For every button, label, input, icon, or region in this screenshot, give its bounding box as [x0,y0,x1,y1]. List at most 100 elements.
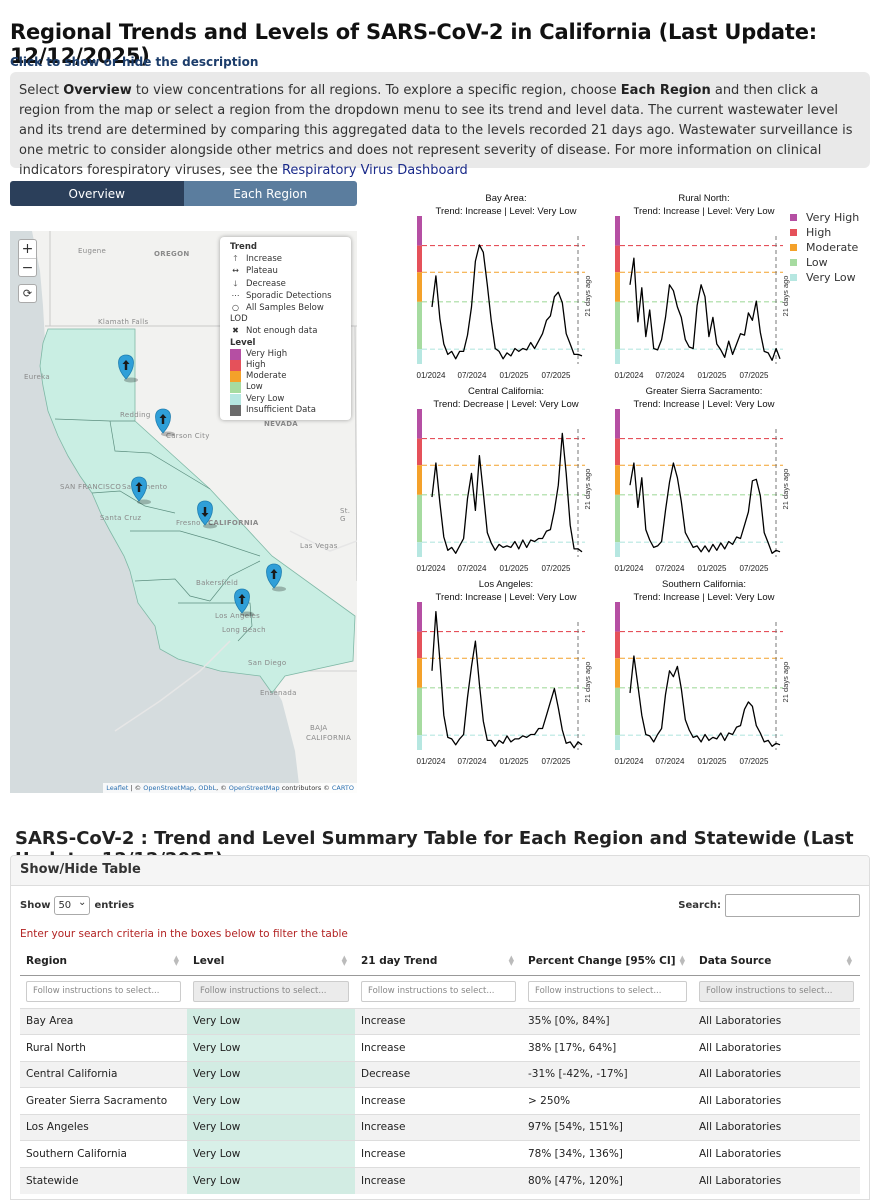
column-filter-input[interactable]: Follow instructions to select... [361,981,516,1002]
table-row[interactable]: Statewide Very Low Increase 80% [47%, 120%]… [20,1166,860,1194]
column-filter-input[interactable]: Follow instructions to select... [528,981,687,1002]
column-filter-input[interactable]: Follow instructions to select... [699,981,854,1002]
level-band [615,735,620,750]
column-header[interactable]: Region ▲ ▼ [20,948,187,976]
level-swatch [230,404,241,416]
reset-view-button[interactable]: ⟳ [18,284,37,303]
trend-icon: ↔ [232,266,239,276]
column-header[interactable]: Data Source ▲ ▼ [693,948,860,976]
table-cell: Los Angeles [20,1113,187,1141]
trend-label: Not enough data [246,326,318,337]
map-marker-southern-california[interactable] [266,563,287,592]
level-band [615,409,620,439]
legend-trend-item: ↔ Plateau [230,265,341,277]
table-row[interactable]: Central California Very Low Decrease -31% [… [20,1060,860,1088]
map-marker-greater-sierra-sacramento[interactable] [155,408,176,437]
leaflet-link[interactable]: Leaflet [106,784,129,792]
legend-trend-item: ⋯ Sporadic Detections [230,290,341,302]
column-header-label: Region [26,955,68,968]
map-label-bakersfield: Bakersfield [196,579,239,587]
zoom-in-button[interactable]: + [21,241,34,257]
attrib-sep: contributors © [279,784,332,792]
column-filter-cell: Follow instructions to select... [522,975,693,1008]
x-tick-label: 01/2025 [500,564,529,573]
table-row[interactable]: Bay Area Very Low Increase 35% [0%, 84%] All… [20,1007,860,1035]
table-row[interactable]: Rural North Very Low Increase 38% [17%, 64%… [20,1034,860,1061]
trend-icon: ✖ [232,326,239,336]
table-cell: Very Low [187,1034,355,1061]
table-row[interactable]: Los Angeles Very Low Increase 97% [54%, 151… [20,1113,860,1141]
carto-link[interactable]: CARTO [331,784,354,792]
arrow-down-icon [201,507,209,517]
table-cell: Very Low [187,1060,355,1088]
column-filter-input[interactable]: Follow instructions to select... [193,981,349,1002]
level-band [417,438,422,466]
table-cell: 78% [34%, 136%] [522,1140,693,1167]
x-tick-label: 01/2024 [615,371,644,380]
map-marker-bay-area[interactable] [131,476,152,505]
odbl-link[interactable]: ODbL [198,784,217,792]
trend-icon: 🡑 [233,254,238,264]
chart-title: Bay Area: [485,193,526,204]
column-header[interactable]: Percent Change [95% CI] ▲ ▼ [522,948,693,976]
respiratory-dashboard-link[interactable]: Respiratory Virus Dashboard [281,163,468,178]
x-tick-label: 07/2025 [740,371,769,380]
level-band [417,658,422,688]
column-header[interactable]: 21 day Trend ▲ ▼ [355,948,522,976]
entries-label: entries [94,900,135,911]
osm-link[interactable]: OpenStreetMap [143,784,195,792]
legend-level-item: Very High [230,348,341,360]
table-cell: Increase [355,1140,522,1167]
level-band [417,494,422,543]
chart-legend-label: Low [806,256,828,269]
level-band [417,465,422,495]
desc-text-3: and then click a region from the map or … [19,83,853,178]
chart-legend-label: Very High [806,211,860,224]
trend-line [629,655,781,747]
region-map[interactable]: Eugene OREGON Klamath Falls Eureka Reddi… [10,231,357,793]
map-marker-rural-north[interactable] [118,354,139,383]
map-label-eureka: Eureka [24,373,50,381]
legend-level-item: Low [230,382,341,394]
column-filter-cell: Follow instructions to select... [355,975,522,1008]
tab-each-region[interactable]: Each Region [183,181,357,206]
osm-link-2[interactable]: OpenStreetMap [228,784,280,792]
arrow-up-icon [238,594,246,604]
zoom-out-button[interactable]: − [19,258,36,276]
tab-overview[interactable]: Overview [10,181,184,206]
column-filter-input[interactable]: Follow instructions to select... [26,981,181,1002]
level-label: Very Low [246,393,285,404]
chart-legend-item: High [790,225,875,240]
level-band [615,687,620,736]
chart-legend-item: Low [790,255,875,270]
x-tick-label: 07/2024 [458,371,487,380]
map-marker-central-california[interactable] [197,500,218,529]
map-label-california: CALIFORNIA [208,519,259,527]
legend-level-item: High [230,360,341,372]
toggle-description-link[interactable]: Click to show or hide the description [10,55,259,69]
trend-line [431,432,583,554]
level-band [615,272,620,302]
map-markers [118,354,287,617]
chart-legend-swatch [790,214,797,221]
map-legend: Trend 🡑 Increase ↔ Plateau 🡓 Decrease ⋯ Sporadi… [220,237,351,420]
table-cell: All Laboratories [693,1034,860,1061]
trend-label: Increase [246,254,282,265]
column-filter-cell: Follow instructions to select... [693,975,860,1008]
trend-line [431,610,583,749]
show-hide-table-toggle[interactable]: Show/Hide Table [11,856,869,886]
table-row[interactable]: Southern California Very Low Increase 78% [… [20,1140,860,1167]
arrow-up-icon [270,569,278,579]
chart-title: Central California: [468,386,544,397]
table-cell: 80% [47%, 120%] [522,1166,693,1194]
table-row[interactable]: Greater Sierra Sacramento Very Low Increas… [20,1087,860,1114]
entries-select[interactable]: 50 [54,894,91,915]
days-ago-label: 21 days ago [583,662,592,703]
map-marker-los-angeles[interactable] [234,588,255,617]
search-input[interactable] [725,894,860,917]
legend-trend-item: 🡓 Decrease [230,278,341,290]
map-label-oregon: OREGON [154,250,190,258]
column-header[interactable]: Level ▲ ▼ [187,948,355,976]
map-label-nevada: NEVADA [264,420,299,428]
level-band [417,735,422,750]
